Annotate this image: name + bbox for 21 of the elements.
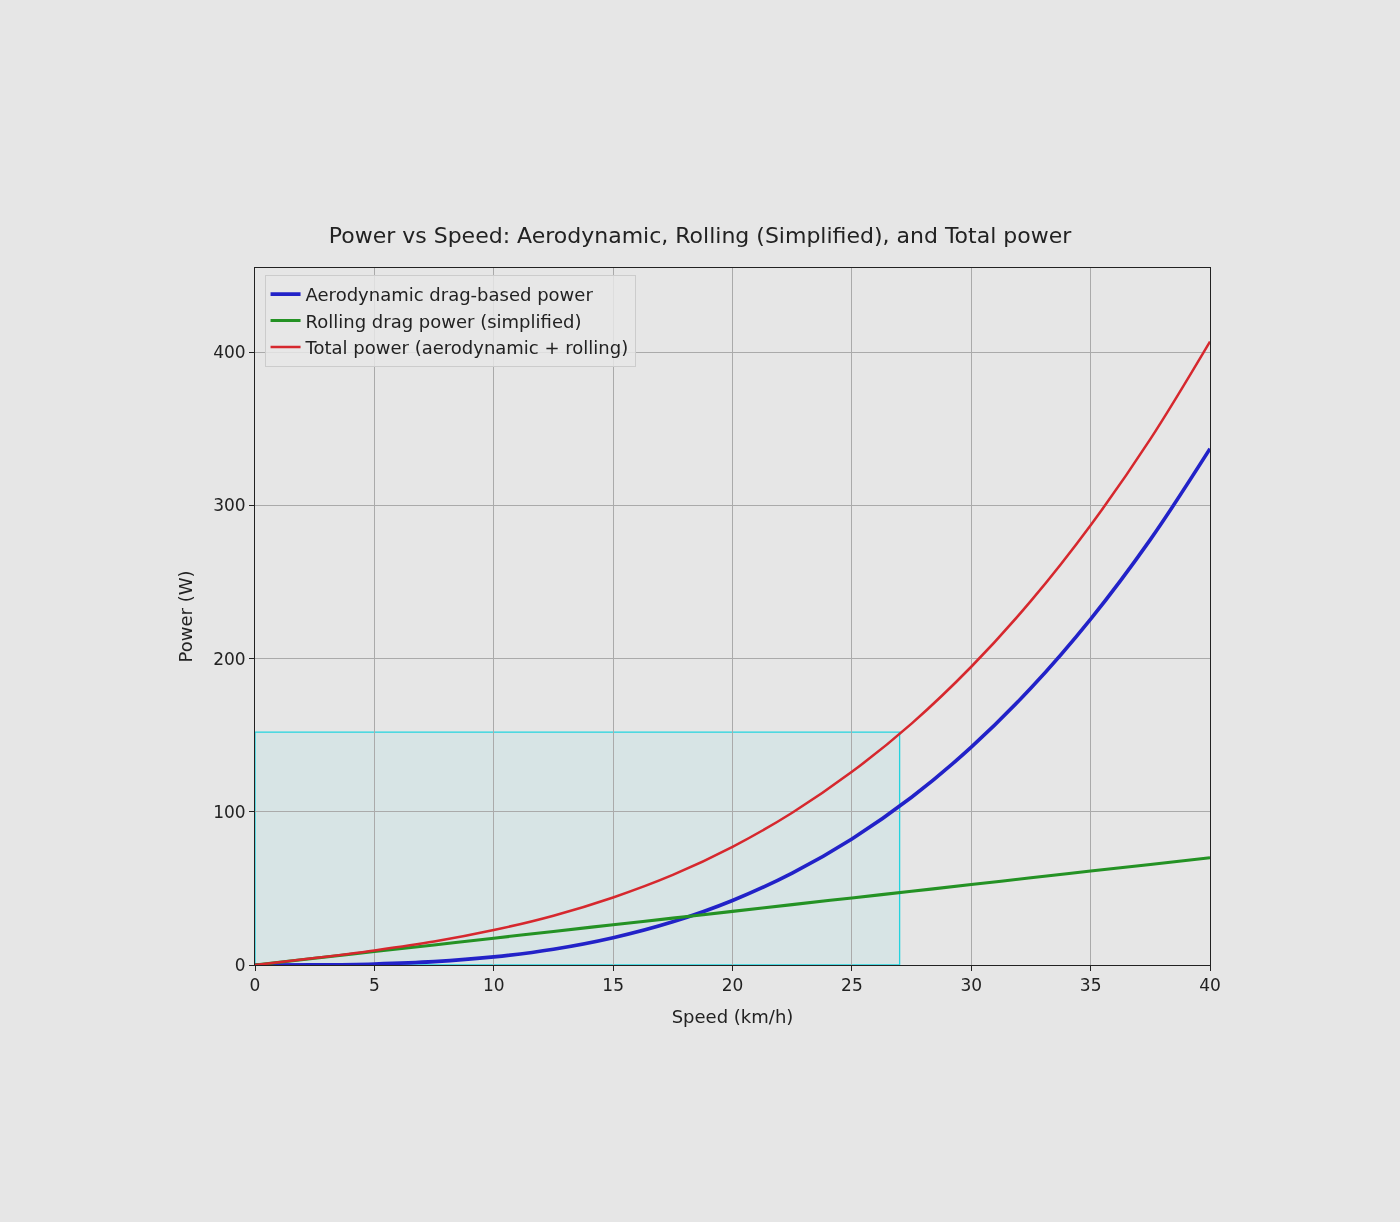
y-tick-label: 100 <box>213 801 246 822</box>
x-tick-label: 25 <box>841 975 863 996</box>
x-tick-label: 30 <box>960 975 983 996</box>
x-tick-label: 35 <box>1079 975 1102 996</box>
legend-label: Rolling drag power (simplified) <box>305 310 582 332</box>
y-tick-label: 0 <box>234 954 246 975</box>
legend-label: Total power (aerodynamic + rolling) <box>304 336 629 358</box>
x-tick-label: 20 <box>721 975 744 996</box>
x-tick-label: 0 <box>249 975 261 996</box>
y-axis-title: Power (W) <box>175 570 197 663</box>
legend-label: Aerodynamic drag-based power <box>305 284 594 306</box>
y-tick-label: 200 <box>213 648 246 669</box>
x-tick-label: 10 <box>482 975 505 996</box>
x-axis-title: Speed (km/h) <box>671 1005 794 1027</box>
y-tick-label: 400 <box>213 342 246 363</box>
y-tick-label: 300 <box>213 495 246 516</box>
line-series <box>255 340 1210 965</box>
x-tick-label: 5 <box>368 975 380 996</box>
x-tick-label: 40 <box>1199 975 1221 996</box>
chart-title: Power vs Speed: Aerodynamic, Rolling (Simplified), and Total power <box>328 222 1073 248</box>
x-tick-label: 15 <box>602 975 624 996</box>
